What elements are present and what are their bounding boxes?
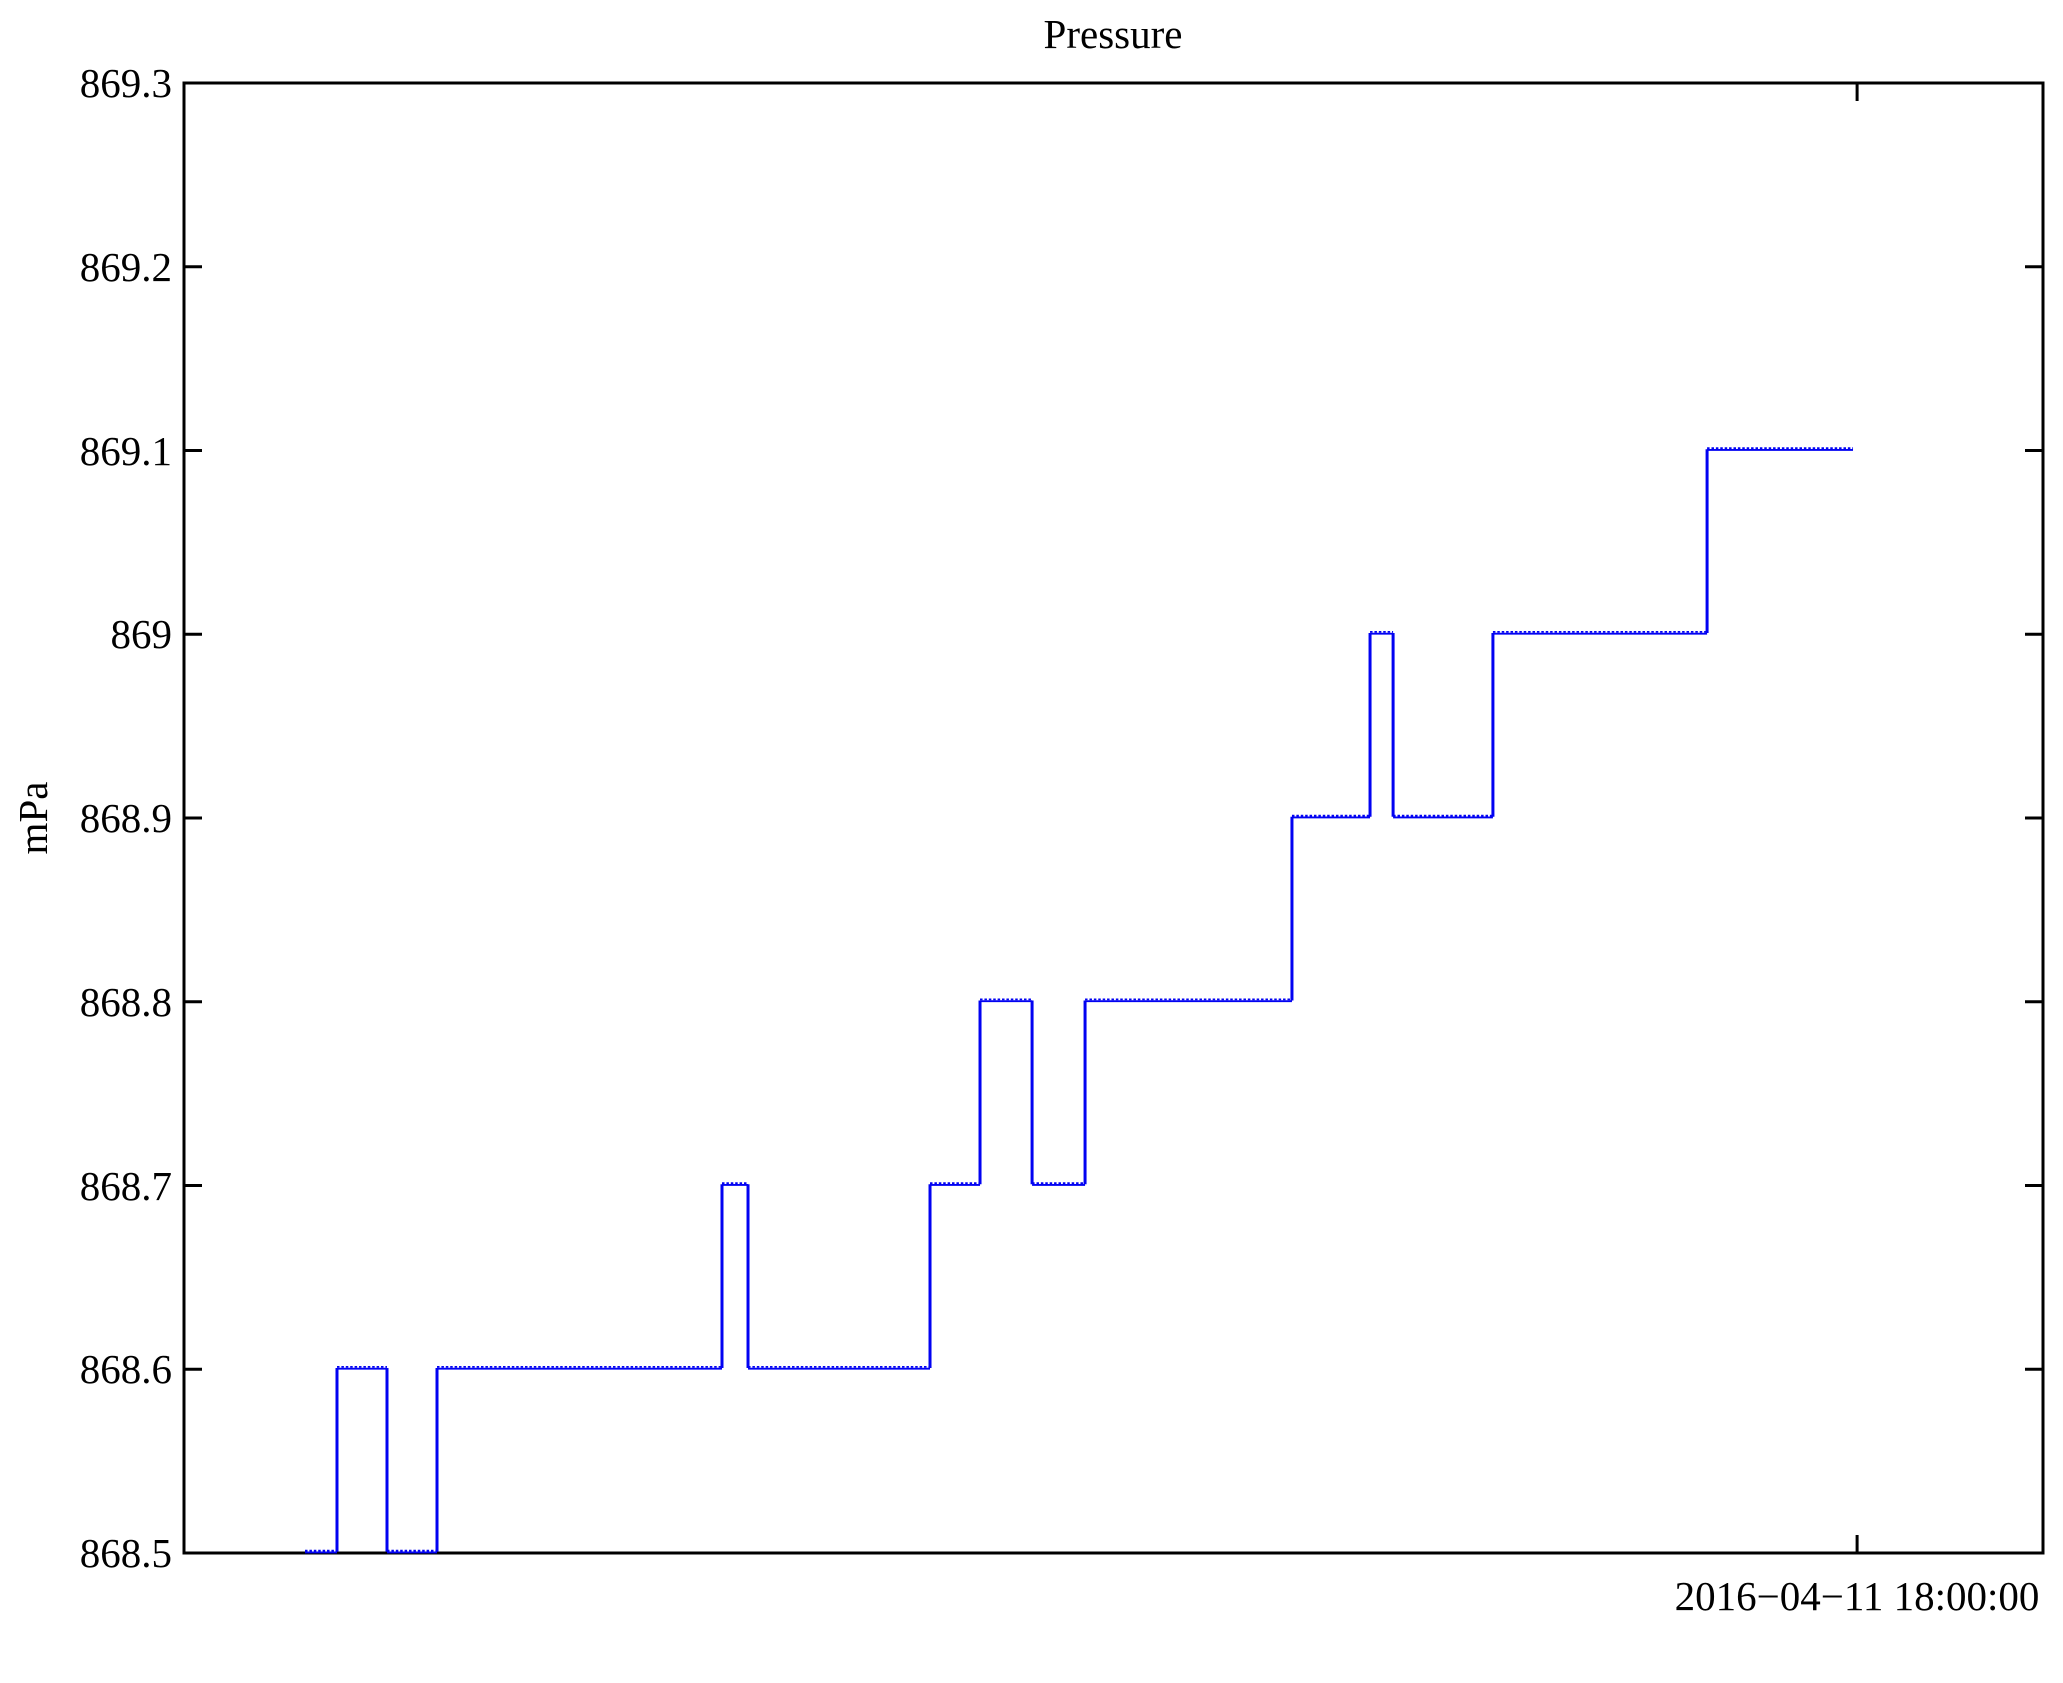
y-tick-label: 869.2 xyxy=(79,243,172,290)
chart-title: Pressure xyxy=(1043,11,1183,57)
x-tick-label: 2016−04−11 18:00:00 xyxy=(1674,1573,2040,1619)
y-tick-label: 868.7 xyxy=(79,1162,172,1209)
y-tick-label: 869.3 xyxy=(79,60,172,106)
y-tick-label: 868.8 xyxy=(79,978,172,1025)
y-tick-label: 869.1 xyxy=(79,427,172,474)
plot-frame xyxy=(182,81,2045,1555)
y-tick-label: 868.6 xyxy=(79,1346,172,1393)
y-tick-label: 868.9 xyxy=(79,795,172,841)
y-tick-label: 869 xyxy=(110,611,173,658)
y-tick-label: 868.5 xyxy=(79,1530,172,1576)
